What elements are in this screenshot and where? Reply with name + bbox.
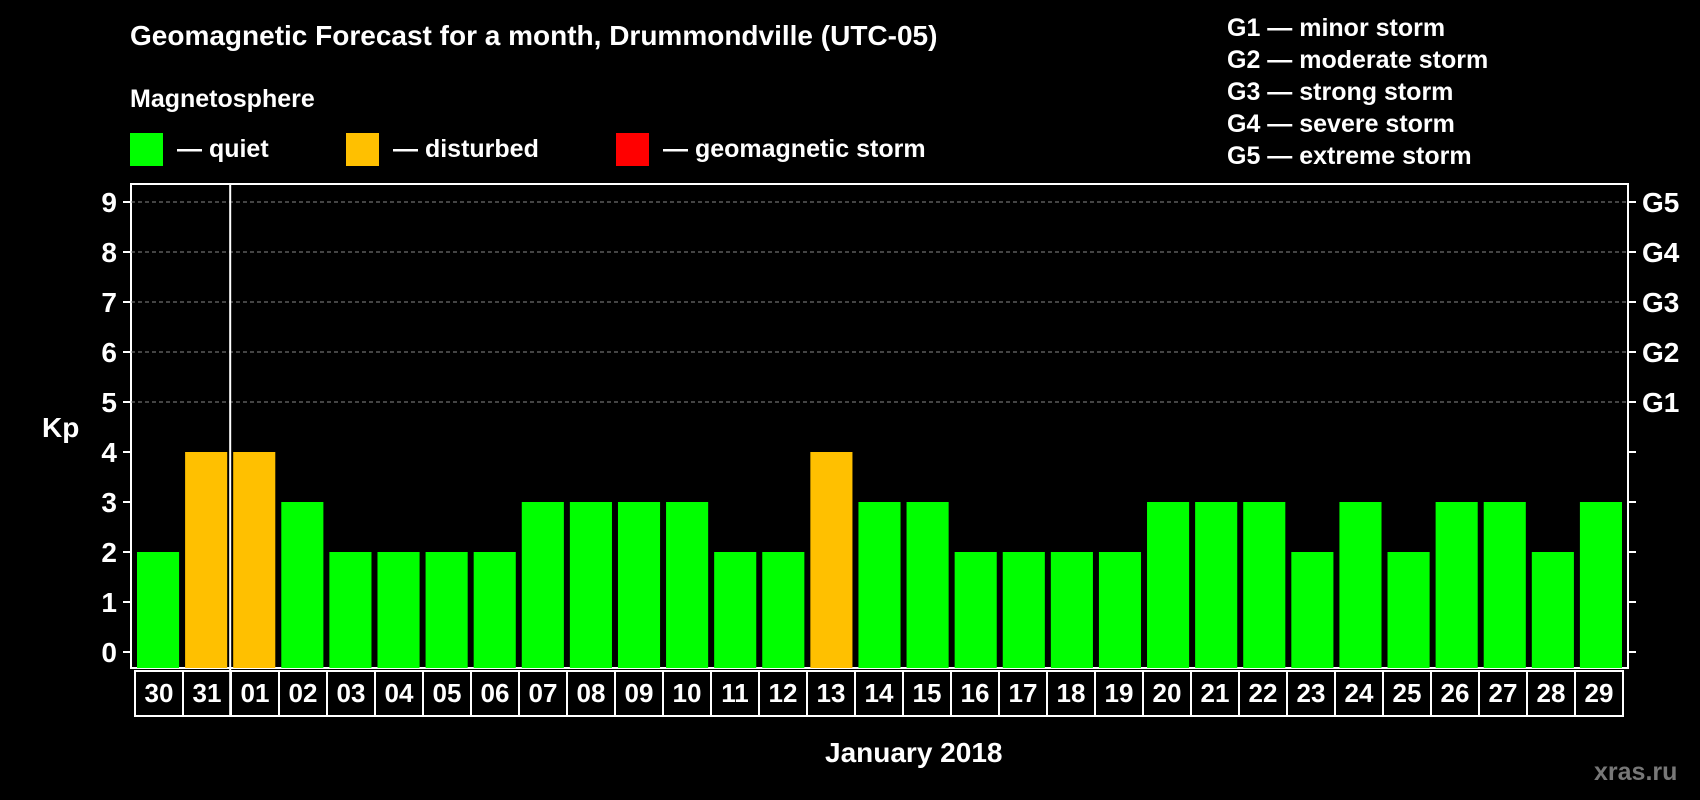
x-tick-label: 25 [1393, 678, 1422, 708]
y-tick-label: 9 [101, 187, 117, 218]
bar-31 [185, 452, 228, 668]
x-tick-label: 23 [1297, 678, 1326, 708]
x-tick-label: 16 [961, 678, 990, 708]
x-tick-label: 03 [337, 678, 366, 708]
legend-storm-label: — geomagnetic storm [663, 134, 926, 163]
legend-subtitle: Magnetosphere [130, 85, 315, 113]
bar-25 [1387, 552, 1430, 668]
x-tick-label: 05 [433, 678, 462, 708]
g-level-label: G4 [1642, 237, 1680, 268]
disturbed-swatch [346, 132, 379, 166]
x-tick-label: 22 [1249, 678, 1278, 708]
bar-28 [1531, 552, 1574, 668]
bar-21 [1195, 502, 1238, 668]
x-tick-label: 07 [529, 678, 558, 708]
bar-30 [137, 552, 180, 668]
x-tick-label: 09 [625, 678, 654, 708]
g-level-label: G1 [1642, 387, 1679, 418]
x-tick-label: 10 [673, 678, 702, 708]
bar-12 [762, 552, 805, 668]
y-tick-label: 1 [101, 587, 117, 618]
legend-quiet-label: — quiet [177, 134, 269, 163]
bar-13 [810, 452, 853, 668]
bar-15 [906, 502, 949, 668]
bar-14 [858, 502, 901, 668]
x-tick-label: 19 [1105, 678, 1134, 708]
bar-01 [233, 452, 276, 668]
chart-title: Geomagnetic Forecast for a month, Drummo… [130, 20, 938, 51]
bar-18 [1050, 552, 1093, 668]
bar-27 [1483, 502, 1526, 668]
y-axis-label: Kp [42, 412, 80, 443]
quiet-swatch [130, 132, 163, 166]
legend-disturbed: — disturbed [346, 132, 539, 166]
bar-19 [1098, 552, 1142, 668]
legend-disturbed-label: — disturbed [393, 134, 539, 163]
bar-07 [521, 502, 564, 668]
y-tick-label: 7 [101, 287, 117, 318]
x-tick-label: 01 [241, 678, 270, 708]
bar-16 [954, 552, 997, 668]
x-tick-label: 04 [385, 678, 414, 708]
x-tick-label: 13 [817, 678, 846, 708]
x-tick-label: 20 [1153, 678, 1182, 708]
y-tick-label: 8 [101, 237, 117, 268]
g-level-label: G2 [1642, 337, 1679, 368]
bar-10 [666, 502, 709, 668]
bar-02 [281, 502, 324, 668]
g-scale-item: G2 — moderate storm [1227, 46, 1489, 74]
x-tick-label: 08 [577, 678, 606, 708]
bar-24 [1339, 502, 1382, 668]
x-tick-label: 02 [289, 678, 318, 708]
bar-11 [714, 552, 757, 668]
bar-26 [1435, 502, 1478, 668]
x-tick-label: 17 [1009, 678, 1038, 708]
bar-05 [425, 552, 468, 668]
bar-23 [1291, 552, 1334, 668]
x-tick-label: 26 [1441, 678, 1470, 708]
y-tick-label: 0 [101, 637, 117, 668]
x-tick-label: 27 [1489, 678, 1518, 708]
x-tick-label: 30 [145, 678, 174, 708]
x-tick-label: 24 [1345, 678, 1374, 708]
bar-09 [617, 502, 661, 668]
legend-quiet: — quiet [130, 132, 269, 166]
bar-29 [1579, 502, 1622, 668]
g-scale-item: G3 — strong storm [1227, 78, 1454, 106]
y-tick-label: 2 [101, 537, 117, 568]
y-tick-label: 5 [101, 387, 117, 418]
y-tick-label: 6 [101, 337, 117, 368]
x-tick-label: 14 [865, 678, 894, 708]
x-tick-label: 11 [721, 678, 749, 708]
g-scale-item: G4 — severe storm [1227, 110, 1455, 138]
x-tick-label: 15 [913, 678, 942, 708]
bar-04 [377, 552, 420, 668]
bar-20 [1147, 502, 1190, 668]
bar-03 [329, 552, 372, 668]
g-level-label: G5 [1642, 187, 1679, 218]
x-tick-label: 18 [1057, 678, 1086, 708]
g-scale-legend: G1 — minor storm G2 — moderate storm G3 … [1227, 12, 1488, 172]
bar-22 [1243, 502, 1286, 668]
category-box [134, 670, 1624, 717]
g-scale-item: G5 — extreme storm [1227, 142, 1472, 170]
x-tick-label: 31 [193, 678, 222, 708]
g-scale-item: G1 — minor storm [1227, 14, 1446, 42]
x-axis-label: January 2018 [825, 737, 1003, 768]
x-tick-label: 29 [1585, 678, 1614, 708]
y-tick-label: 4 [101, 437, 117, 468]
y-tick-label: 3 [101, 487, 117, 518]
x-tick-label: 06 [481, 678, 510, 708]
x-tick-label: 12 [769, 678, 798, 708]
bar-08 [569, 502, 612, 668]
bar-17 [1002, 552, 1045, 668]
x-tick-label: 28 [1537, 678, 1566, 708]
watermark: xras.ru [1594, 758, 1678, 786]
storm-swatch [616, 132, 649, 166]
g-level-label: G3 [1642, 287, 1679, 318]
bar-06 [473, 552, 516, 668]
x-tick-label: 21 [1201, 678, 1230, 708]
legend-storm: — geomagnetic storm [616, 132, 926, 166]
